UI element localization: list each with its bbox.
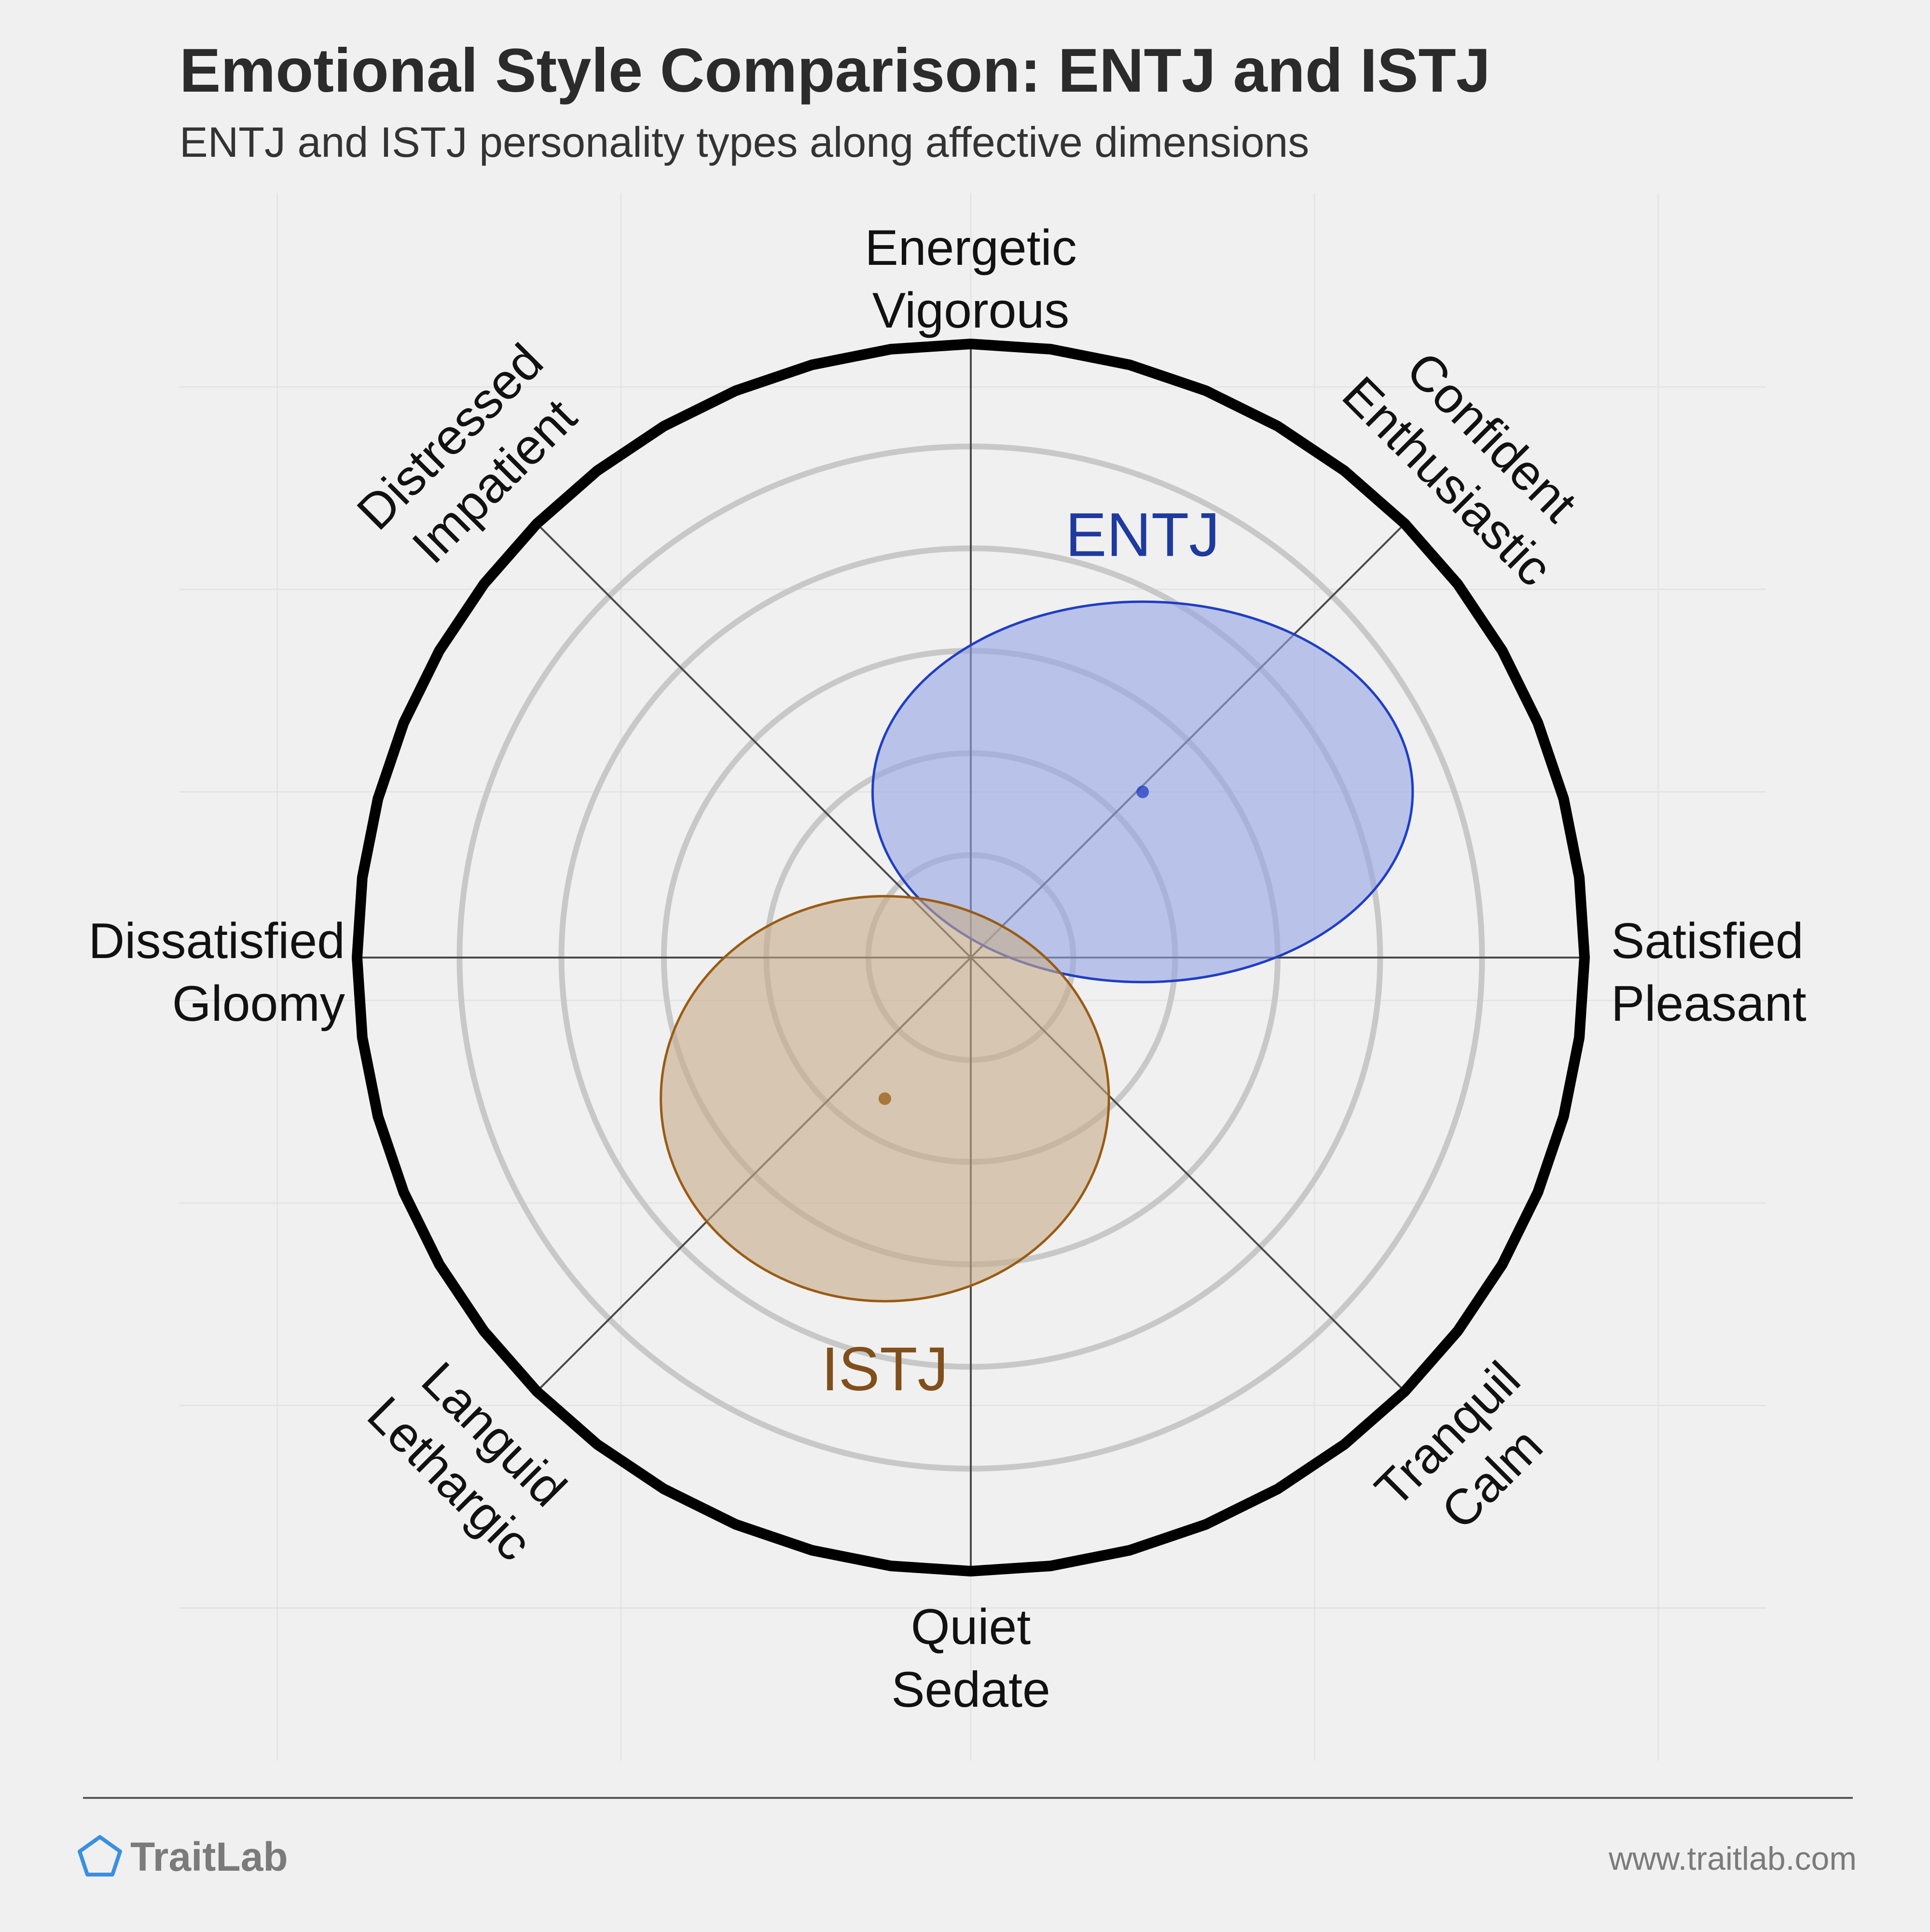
axis-label-quiet: Quiet Sedate: [891, 1599, 1050, 1718]
chart-subtitle: ENTJ and ISTJ personality types along af…: [179, 118, 1309, 166]
outer-boundary-ring: [352, 339, 1590, 1576]
entj-center-point: [1136, 785, 1149, 798]
footer-brand: TraitLab: [130, 1834, 288, 1879]
istj-center-point: [878, 1092, 891, 1105]
axis-label-text: Energetic: [865, 220, 1076, 276]
traitlab-logo-icon: [78, 1835, 122, 1877]
axis-label-energetic: Energetic Vigorous: [865, 220, 1076, 339]
axis-labels: EnergeticVigorousConfidentEnthusiasticSa…: [88, 220, 1806, 1718]
footer-url: www.traitlab.com: [1608, 1840, 1857, 1877]
axis-line-distressed: [536, 523, 972, 959]
axis-label-text: Satisfied: [1611, 913, 1804, 969]
chart-title: Emotional Style Comparison: ENTJ and IST…: [179, 36, 1490, 105]
axis-label-text: Sedate: [891, 1662, 1050, 1718]
axis-label-text: Gloomy: [172, 976, 345, 1032]
outer-ring: [352, 339, 1590, 1576]
series-layer: ENTJ ISTJ: [660, 500, 1414, 1404]
axis-label-text: Dissatisfied: [88, 913, 345, 969]
axis-label-dissatisfied: Dissatisfied Gloomy: [88, 913, 345, 1032]
istj-series-label: ISTJ: [821, 1335, 948, 1404]
entj-series-label: ENTJ: [1065, 500, 1220, 569]
axis-label-text: Vigorous: [872, 283, 1070, 339]
axis-label-text: Quiet: [911, 1599, 1031, 1655]
axis-label-satisfied: Satisfied Pleasant: [1611, 913, 1806, 1032]
axis-label-text: Pleasant: [1611, 976, 1806, 1032]
